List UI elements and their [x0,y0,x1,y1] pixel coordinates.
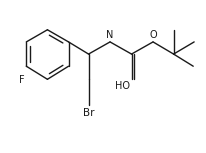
Text: N: N [106,30,113,40]
Text: Br: Br [82,108,94,118]
Text: F: F [19,75,24,85]
Text: O: O [149,30,156,40]
Text: HO: HO [114,81,129,91]
